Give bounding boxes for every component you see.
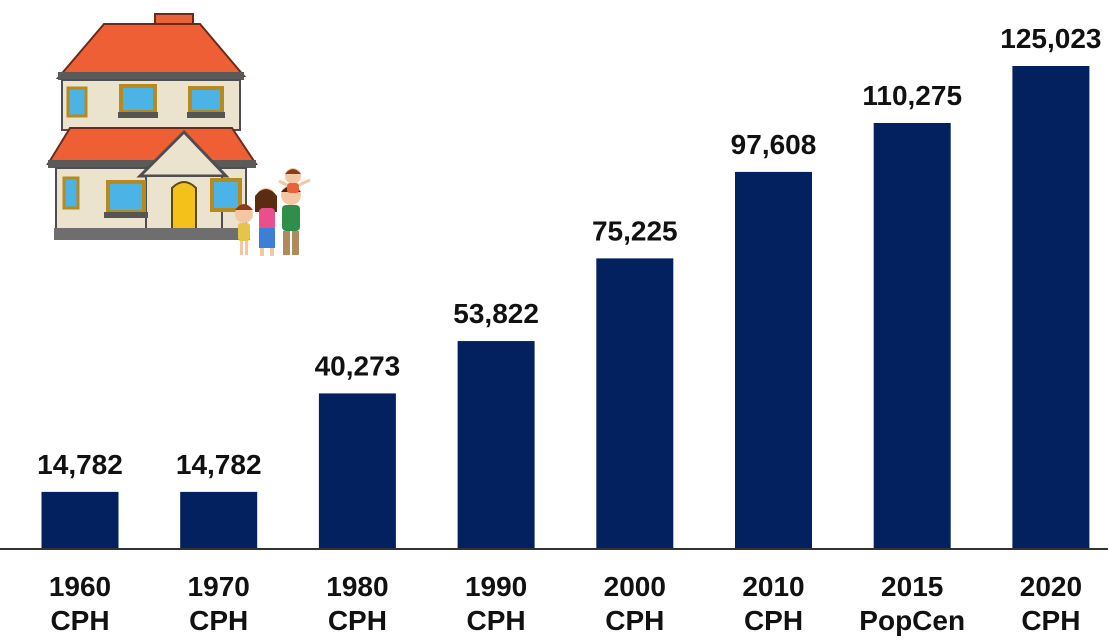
- category-label-6-line-1: PopCen: [859, 605, 965, 636]
- category-label-4-line-1: CPH: [605, 605, 664, 636]
- bar-1: [180, 491, 258, 549]
- category-label-4-line-0: 2000: [604, 571, 666, 602]
- value-label-7: 125,023: [1000, 23, 1101, 54]
- category-label-7-line-0: 2020: [1020, 571, 1082, 602]
- bar-5: [735, 171, 812, 549]
- category-label-2-line-1: CPH: [328, 605, 387, 636]
- bar-6: [873, 122, 951, 549]
- category-label-5-line-0: 2010: [742, 571, 804, 602]
- category-label-3-line-1: CPH: [467, 605, 526, 636]
- bar-2: [318, 393, 396, 549]
- bar-7: [1012, 66, 1090, 549]
- house-with-family-icon: [46, 13, 311, 256]
- category-label-6-line-0: 2015: [881, 571, 943, 602]
- category-label-1-line-0: 1970: [188, 571, 250, 602]
- category-label-0-line-0: 1960: [49, 571, 111, 602]
- value-label-5: 97,608: [731, 129, 817, 160]
- value-label-2: 40,273: [315, 350, 401, 381]
- bar-0: [41, 491, 119, 549]
- value-label-1: 14,782: [176, 449, 262, 480]
- bar-3: [457, 341, 535, 549]
- category-label-2-line-0: 1980: [326, 571, 388, 602]
- category-label-5-line-1: CPH: [744, 605, 803, 636]
- value-label-4: 75,225: [592, 215, 678, 246]
- category-label-3-line-0: 1990: [465, 571, 527, 602]
- category-label-0-line-1: CPH: [50, 605, 109, 636]
- value-label-3: 53,822: [453, 298, 539, 329]
- value-label-6: 110,275: [862, 80, 962, 111]
- category-label-7-line-1: CPH: [1021, 605, 1080, 636]
- bar-4: [596, 258, 674, 549]
- value-label-0: 14,782: [37, 449, 123, 480]
- category-label-1-line-1: CPH: [189, 605, 248, 636]
